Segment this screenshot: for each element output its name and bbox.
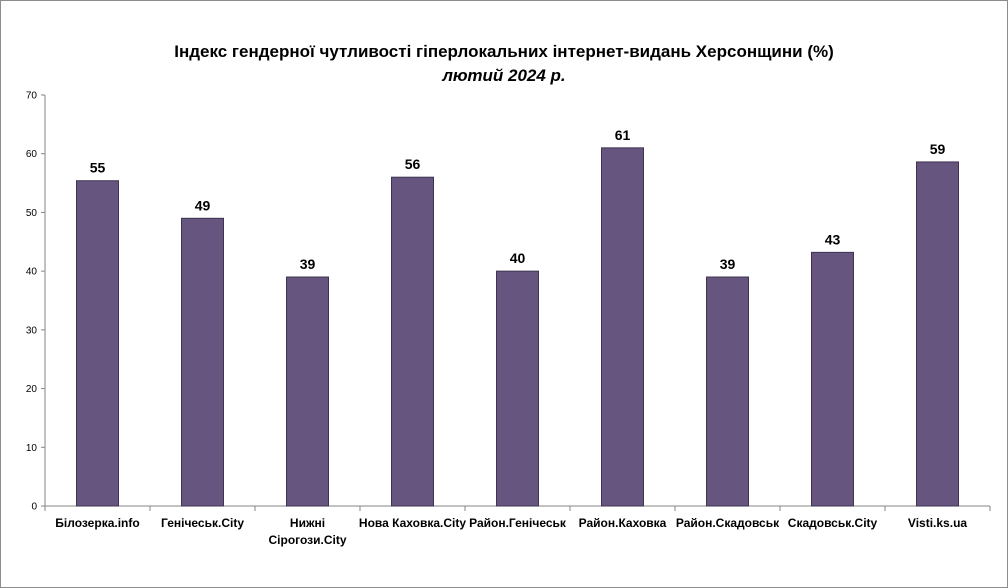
y-tick-label: 0: [31, 502, 37, 513]
chart-subtitle: лютий 2024 р.: [442, 66, 566, 85]
category-label: Район.Скадовськ: [676, 516, 780, 530]
data-label: 39: [720, 256, 736, 272]
bar: [916, 161, 959, 507]
y-tick-label: 10: [26, 443, 38, 454]
y-tick-label: 50: [26, 208, 38, 219]
data-label: 59: [930, 141, 946, 157]
data-label: 56: [405, 156, 421, 172]
y-tick-label: 30: [26, 325, 38, 336]
data-label: 43: [825, 231, 841, 247]
category-label: Нова Каховка.City: [359, 516, 466, 530]
data-labels: 55 49 39 56 40 61 39 43 59: [90, 127, 946, 272]
category-label: Visti.ks.ua: [908, 516, 967, 530]
data-label: 61: [615, 127, 631, 143]
data-label: 49: [195, 197, 211, 213]
bar: [811, 251, 854, 507]
y-tick-label: 60: [26, 149, 38, 160]
category-label: Район.Каховка: [579, 516, 667, 530]
bar: [391, 176, 434, 507]
category-label: Скадовськ.City: [788, 516, 878, 530]
category-labels: Білозерка.info Генічеськ.City Нижні Сірогоз…: [55, 516, 967, 547]
data-label: 55: [90, 160, 106, 176]
data-label: 40: [510, 250, 526, 266]
data-label: 39: [300, 256, 316, 272]
y-tick-label: 40: [26, 267, 38, 278]
category-label: Білозерка.info: [55, 516, 139, 530]
bar: [76, 180, 119, 507]
category-label: Генічеськ.City: [161, 516, 244, 530]
chart-title: Індекс гендерної чутливості гіперлокальн…: [174, 42, 834, 61]
bar: [496, 270, 539, 507]
bar: [601, 147, 644, 507]
bar: [286, 276, 329, 507]
bar: [706, 276, 749, 507]
category-label: Район.Генічеськ: [469, 516, 567, 530]
y-tick-label: 70: [26, 91, 38, 102]
category-label: Нижні Сірогози.City: [268, 516, 346, 547]
bars: [76, 147, 959, 507]
y-tick-label: 20: [26, 384, 38, 395]
bar: [181, 217, 224, 507]
